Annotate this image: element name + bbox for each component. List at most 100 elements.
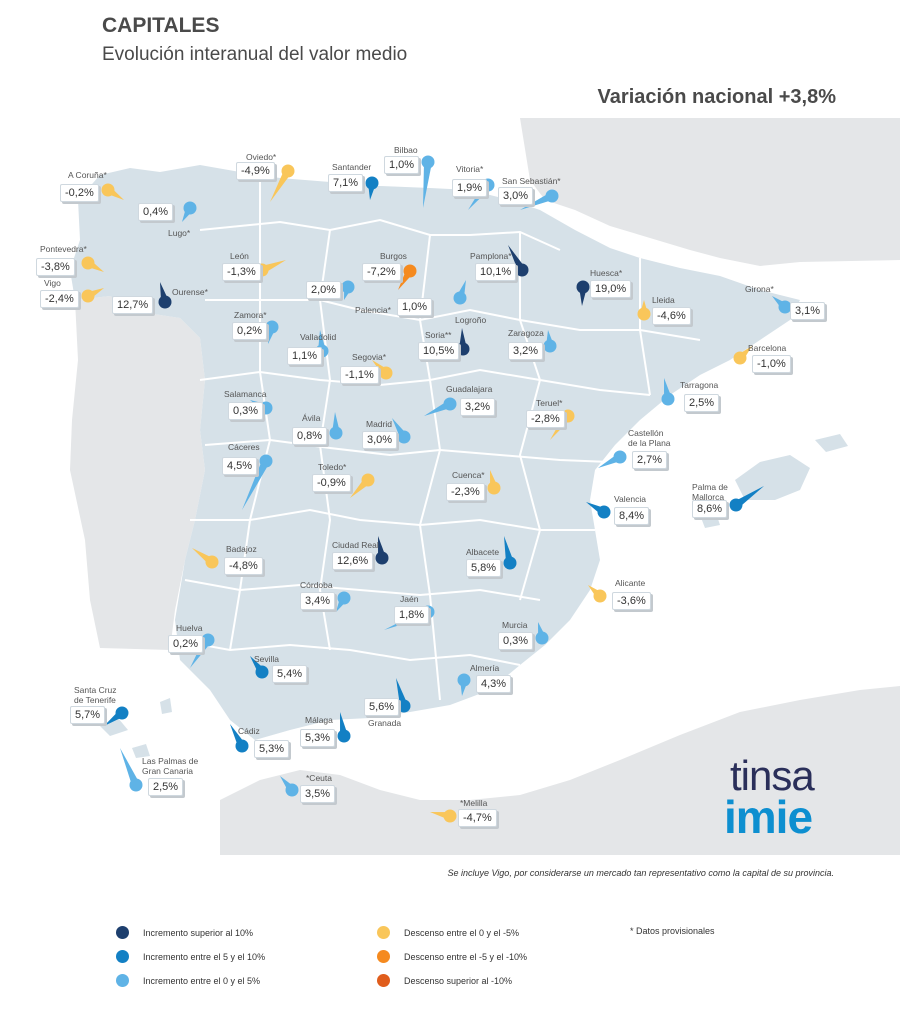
city-name-a-coruna: A Coruña*: [68, 170, 107, 180]
city-value-bilbao: 1,0%: [384, 156, 420, 174]
marker-lleida: [637, 307, 651, 321]
city-value-leon: -1,3%: [222, 263, 261, 281]
marker-segovia: [379, 366, 393, 380]
marker-castellon-de-la-plana: [613, 450, 627, 464]
marker-soria: [456, 342, 470, 356]
city-name-murcia: Murcia: [502, 620, 528, 630]
city-name-cordoba: Córdoba: [300, 580, 333, 590]
legend-item-dec_gt10: Descenso superior al -10%: [377, 974, 512, 987]
city-name-albacete: Albacete: [466, 547, 500, 557]
page-subtitle: Evolución interanual del valor medio: [102, 44, 408, 65]
city-name-cuenca: Cuenca*: [452, 470, 485, 480]
city-name-pamplona: Pamplona*: [470, 251, 512, 261]
marker-badajoz: [205, 555, 219, 569]
city-name-almeria: Almería: [470, 663, 500, 673]
city-name-soria: Soria**: [425, 330, 452, 340]
marker-vigo: [81, 289, 95, 303]
legend-item-inc_gt10: Incremento superior al 10%: [116, 926, 253, 939]
city-value-valladolid: 1,1%: [287, 347, 323, 365]
marker-palma-de-mallorca: [729, 498, 743, 512]
marker-a-coruna: [101, 183, 115, 197]
city-name-vigo: Vigo: [44, 278, 61, 288]
city-value-segovia: -1,1%: [340, 366, 379, 384]
marker-pamplona: [515, 263, 529, 277]
legend-label: Descenso superior al -10%: [404, 975, 513, 986]
city-name-teruel: Teruel*: [536, 398, 563, 408]
city-name-zaragoza: Zaragoza: [508, 328, 544, 338]
city-value-lugo: 0,4%: [138, 203, 174, 221]
marker-madrid: [397, 430, 411, 444]
city-value-ceuta: 3,5%: [300, 785, 336, 803]
legend-label: Incremento entre el 5 y el 10%: [143, 951, 266, 962]
city-value-malaga: 5,3%: [300, 729, 336, 747]
city-name-granada: Granada: [368, 718, 402, 728]
marker-girona: [778, 300, 792, 314]
city-value-zamora: 0,2%: [232, 322, 268, 340]
city-value-barcelona: -1,0%: [752, 355, 791, 373]
city-name-madrid: Madrid: [366, 419, 392, 429]
marker-valencia: [597, 505, 611, 519]
marker-alicante: [593, 589, 607, 603]
city-name-bilbao: Bilbao: [394, 145, 418, 155]
marker-san-sebastian: [545, 189, 559, 203]
city-value-almeria: 4,3%: [476, 675, 512, 693]
city-name-lleida: Lleida: [652, 295, 675, 305]
city-name-leon: León: [230, 251, 249, 261]
city-value-teruel: -2,8%: [526, 410, 565, 428]
city-value-badajoz: -4,8%: [224, 557, 263, 575]
city-name-santa-cruz-de-tenerife: Santa Cruz de Tenerife: [74, 685, 117, 705]
city-value-castellon-de-la-plana: 2,7%: [632, 451, 668, 469]
legend-swatch: [377, 974, 390, 987]
marker-caceres: [259, 454, 273, 468]
africa-land: [220, 686, 900, 855]
city-value-burgos: -7,2%: [362, 263, 401, 281]
city-value-lleida: -4,6%: [652, 307, 691, 325]
city-value-avila: 0,8%: [292, 427, 328, 445]
marker-granada: [397, 699, 411, 713]
gran-canaria-island: [132, 744, 150, 758]
legend-swatch: [116, 974, 129, 987]
city-name-barcelona: Barcelona: [748, 343, 787, 353]
city-name-girona: Girona*: [745, 284, 774, 294]
legend-label: Incremento entre el 0 y el 5%: [143, 975, 261, 986]
city-value-santander: 7,1%: [328, 174, 364, 192]
city-name-palma-de-mallorca: Palma de Mallorca: [692, 482, 728, 502]
marker-huesca: [576, 280, 590, 294]
france-land: [520, 118, 900, 266]
city-value-oviedo: -4,9%: [236, 162, 275, 180]
tinsa-imie-logo: tinsa imie: [724, 752, 815, 843]
city-name-melilla: *Melilla: [460, 798, 488, 808]
city-name-zamora: Zamora*: [234, 310, 267, 320]
marker-ourense: [158, 295, 172, 309]
marker-tail-san-sebastian: [520, 192, 554, 210]
city-name-pontevedra: Pontevedra*: [40, 244, 87, 254]
city-name-castellon-de-la-plana: Castellón de la Plana: [628, 428, 671, 448]
legend-item-dec_0_5: Descenso entre el 0 y el -5%: [377, 926, 519, 939]
marker-tail-oviedo: [270, 168, 292, 202]
city-name-salamanca: Salamanca: [224, 389, 267, 399]
marker-lugo: [183, 201, 197, 215]
marker-melilla: [443, 809, 457, 823]
marker-tarragona: [661, 392, 675, 406]
city-value-palencia: 2,0%: [306, 281, 342, 299]
marker-cuenca: [487, 481, 501, 495]
marker-burgos: [403, 264, 417, 278]
city-value-guadalajara: 3,2%: [460, 398, 496, 416]
legend-label: Incremento superior al 10%: [143, 927, 254, 938]
city-value-san-sebastian: 3,0%: [498, 187, 534, 205]
city-name-alicante: Alicante: [615, 578, 646, 588]
marker-cadiz: [235, 739, 249, 753]
legend-swatch: [116, 950, 129, 963]
city-value-vitoria: 1,9%: [452, 179, 488, 197]
city-value-a-coruna: -0,2%: [60, 184, 99, 202]
city-value-albacete: 5,8%: [466, 559, 502, 577]
city-value-tarragona: 2,5%: [684, 394, 720, 412]
marker-santander: [365, 176, 379, 190]
city-value-pontevedra: -3,8%: [36, 258, 75, 276]
city-name-burgos: Burgos: [380, 251, 407, 261]
city-value-granada: 5,6%: [364, 698, 400, 716]
city-value-caceres: 4,5%: [222, 457, 258, 475]
city-name-caceres: Cáceres: [228, 442, 260, 452]
marker-zaragoza: [543, 339, 557, 353]
